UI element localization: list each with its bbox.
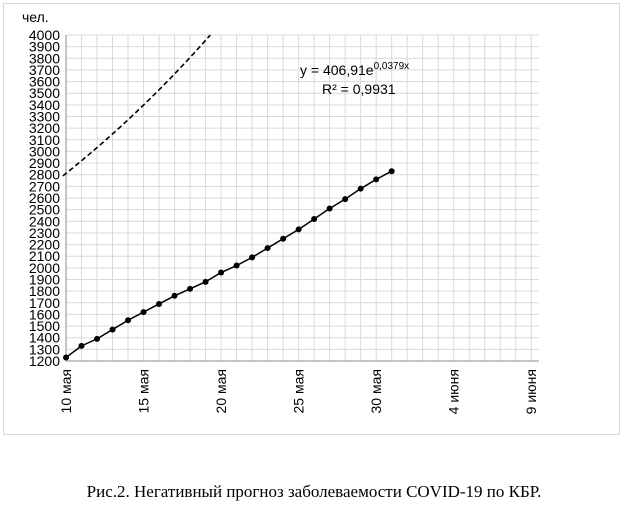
chart: 1200130014001500160017001800190020002100… [22,9,539,414]
x-tick-label: 30 мая [368,369,384,413]
y-tick-label: 2900 [29,155,60,171]
chart-frame [3,3,620,435]
data-point [357,185,364,192]
data-point [326,205,333,212]
data-point [202,278,209,285]
y-tick-label: 2600 [29,190,60,206]
y-tick-label: 3500 [29,85,60,101]
trendline-equation: y = 406,91e0,0379x R² = 0,9931 [300,61,409,97]
y-tick-label: 3900 [29,39,60,55]
y-tick-label: 1200 [29,353,60,369]
data-point [78,342,85,349]
figure-caption: Рис.2. Негативный прогноз заболеваемости… [86,482,542,501]
x-tick-label: 15 мая [136,369,152,413]
chart-series [62,34,395,361]
series-line-actual [65,170,393,359]
x-tick-label: 4 июня [446,369,462,414]
data-point [295,226,302,233]
y-tick-label: 3600 [29,74,60,90]
x-tick-label: 25 мая [291,369,307,413]
svg-text:y = 406,91e0,0379x: y = 406,91e0,0379x [300,61,409,78]
y-axis-ticks: 1200130014001500160017001800190020002100… [29,27,60,369]
y-tick-label: 3200 [29,120,60,136]
x-tick-label: 9 июня [523,369,539,414]
data-point [311,215,318,222]
data-point [249,254,256,261]
r-squared: R² = 0,9931 [322,81,396,97]
equation-exponent: 0,0379x [374,61,410,72]
y-tick-label: 2000 [29,260,60,276]
data-point [280,235,287,242]
data-point [218,269,225,276]
y-tick-label: 1700 [29,295,60,311]
y-tick-label: 3100 [29,132,60,148]
data-point [373,176,380,183]
data-point [125,317,132,324]
data-point [264,245,271,252]
y-tick-label: 1600 [29,306,60,322]
trendline-exponential [62,34,211,177]
y-tick-label: 2400 [29,213,60,229]
data-point [94,335,101,342]
y-tick-label: 1300 [29,341,60,357]
data-point [233,262,240,269]
data-point [156,300,163,307]
y-tick-label: 2300 [29,225,60,241]
data-point [171,292,178,299]
y-tick-label: 2800 [29,167,60,183]
y-tick-label: 3300 [29,109,60,125]
y-tick-label: 3700 [29,62,60,78]
chart-grid [65,34,539,362]
equation-base: y = 406,91e [300,62,374,78]
x-axis-ticks: 10 мая 15 мая 20 мая 25 мая 30 мая 4 июня 9 ию… [58,369,539,414]
y-tick-label: 1800 [29,283,60,299]
data-point [63,354,69,361]
y-tick-label: 2500 [29,202,60,218]
y-tick-label: 1500 [29,318,60,334]
data-point [187,285,194,292]
y-tick-label: 4000 [29,27,60,43]
y-tick-label: 1900 [29,272,60,288]
y-axis-title: чел. [22,9,49,25]
x-tick-label: 20 мая [213,369,229,413]
data-point [140,309,147,316]
y-tick-label: 2700 [29,178,60,194]
y-tick-label: 1400 [29,330,60,346]
y-tick-label: 2200 [29,237,60,253]
data-point [388,168,395,175]
y-tick-label: 2100 [29,248,60,264]
y-tick-label: 3400 [29,97,60,113]
x-tick-label: 10 мая [58,369,74,413]
y-tick-label: 3800 [29,50,60,66]
data-point [342,196,349,203]
y-tick-label: 3000 [29,143,60,159]
data-point [109,326,116,333]
